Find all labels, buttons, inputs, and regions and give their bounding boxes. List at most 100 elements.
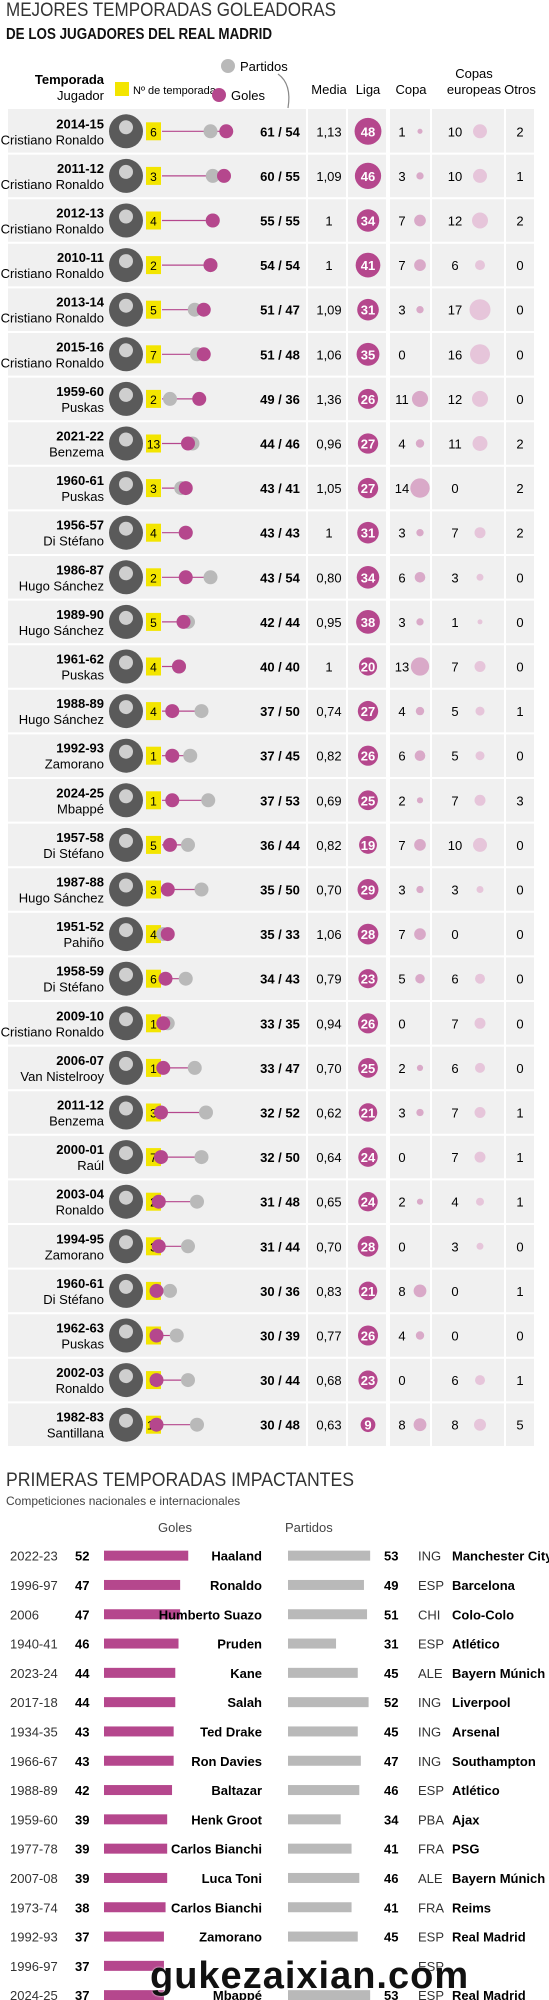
goals-bar (104, 1550, 189, 1561)
player-photo-face (119, 1279, 133, 1294)
europe-value: 10 (448, 169, 462, 184)
games-bar (288, 1931, 358, 1942)
row-season: 1987-88 (56, 875, 104, 890)
copa-value: 3 (398, 1106, 405, 1121)
games-dot (187, 1060, 202, 1075)
row-season: 1959-60 (56, 384, 104, 399)
avg-value: 0,70 (316, 1239, 341, 1254)
impact-season: 1940-41 (10, 1637, 58, 1652)
goals-games-value: 44 / 46 (260, 437, 300, 452)
liga-bubble (358, 969, 378, 989)
goals-games-value: 36 / 44 (260, 838, 301, 853)
row-player: Hugo Sánchez (19, 578, 104, 593)
games-bar (288, 1785, 360, 1796)
impact-row: 1996-97 47 Ronaldo 49 ESP Barcelona (10, 1578, 516, 1593)
avg-value: 1,13 (316, 124, 341, 139)
legend-partidos-label: Partidos (240, 59, 288, 74)
europe-bubble (476, 1242, 484, 1250)
row-season: 1960-61 (56, 1276, 104, 1291)
player-photo-face (119, 878, 133, 893)
europe-value: 10 (448, 124, 462, 139)
copa-bubble (411, 390, 429, 407)
avg-value: 0,94 (316, 1016, 341, 1031)
season-number: 4 (150, 705, 157, 719)
europe-bubble (473, 168, 487, 183)
impact-goals-value: 44 (75, 1666, 90, 1681)
copa-bubble (416, 1108, 424, 1117)
row-season: 1989-90 (56, 607, 104, 622)
avg-value: 1,05 (316, 481, 341, 496)
liga-bubble (356, 566, 380, 589)
goals-games-value: 32 / 50 (260, 1150, 300, 1165)
games-dot (190, 1194, 204, 1209)
copa-value: 0 (398, 1239, 405, 1254)
row-season: 2003-04 (56, 1187, 104, 1202)
player-photo-face (119, 967, 133, 982)
season-number: 13 (147, 438, 161, 452)
player-photo-face (119, 120, 133, 135)
copa-value: 3 (398, 883, 405, 898)
season-number-badge (146, 702, 161, 721)
impact-season: 2006 (10, 1607, 39, 1622)
europe-bubble (475, 973, 485, 984)
season-number-badge (146, 345, 161, 364)
impact-row: 1988-89 42 Baltazar 46 ESP Atlético (10, 1783, 500, 1798)
page-subtitle: DE LOS JUGADORES DEL REAL MADRID (6, 26, 272, 43)
season-number: 5 (150, 616, 157, 630)
impact-goals-value: 39 (75, 1812, 89, 1827)
player-photo-face (119, 343, 133, 358)
row-player: Cristiano Ronaldo (1, 222, 104, 237)
season-number-badge (146, 880, 161, 899)
goals-bar (104, 1785, 173, 1796)
avg-value: 1,36 (316, 392, 341, 407)
goals-dot (154, 1105, 168, 1120)
impact-player: Salah (227, 1695, 262, 1710)
copa-value: 5 (398, 972, 405, 987)
goals-games-value: 55 / 55 (260, 214, 300, 229)
avg-value: 0,63 (316, 1418, 341, 1433)
season-number-badge (146, 835, 161, 854)
impact-games-value: 53 (384, 1549, 398, 1564)
goals-dot (181, 436, 195, 451)
liga-bubble (355, 252, 381, 278)
copa-bubble (415, 706, 425, 716)
europe-value: 3 (451, 570, 458, 585)
europe-bubble (472, 390, 488, 407)
impact-season: 1988-89 (10, 1783, 58, 1798)
goals-games-value: 30 / 36 (260, 1284, 300, 1299)
copa-bubble (416, 172, 424, 180)
europe-bubble (474, 794, 486, 806)
player-photo-face (119, 566, 133, 581)
europe-bubble (474, 527, 486, 539)
impact-games-value: 41 (384, 1900, 398, 1915)
goals-games-value: 31 / 44 (260, 1239, 301, 1254)
season-number: 7 (150, 1151, 157, 1165)
otros-value: 0 (516, 615, 523, 630)
impact-club: Atlético (452, 1783, 500, 1798)
player-photo-face (119, 1012, 133, 1027)
season-number: 1 (150, 794, 157, 808)
avg-value: 0,74 (316, 704, 341, 719)
avg-value: 0,65 (316, 1195, 341, 1210)
games-bar (288, 1550, 371, 1561)
season-number-badge (146, 925, 161, 944)
col-header-copas-2: europeas (447, 82, 502, 97)
impact-row: 1973-74 38 Carlos Bianchi 41 FRA Reims (10, 1900, 491, 1915)
avg-value: 1 (325, 214, 332, 229)
section2-title: PRIMERAS TEMPORADAS IMPACTANTES (6, 1470, 354, 1491)
europe-bubble (474, 1107, 486, 1118)
games-bar (288, 1667, 358, 1678)
goals-dot (178, 525, 193, 540)
row-season: 1994-95 (56, 1231, 104, 1246)
impact-country: ESP (418, 1783, 444, 1798)
row-season: 2015-16 (56, 339, 104, 354)
goals-bar (104, 1755, 174, 1766)
copa-bubble (415, 973, 425, 984)
goals-dot (165, 793, 180, 808)
impact-player: Zamorano (199, 1930, 262, 1945)
goals-games-value: 43 / 41 (260, 481, 300, 496)
europe-bubble (473, 837, 487, 852)
